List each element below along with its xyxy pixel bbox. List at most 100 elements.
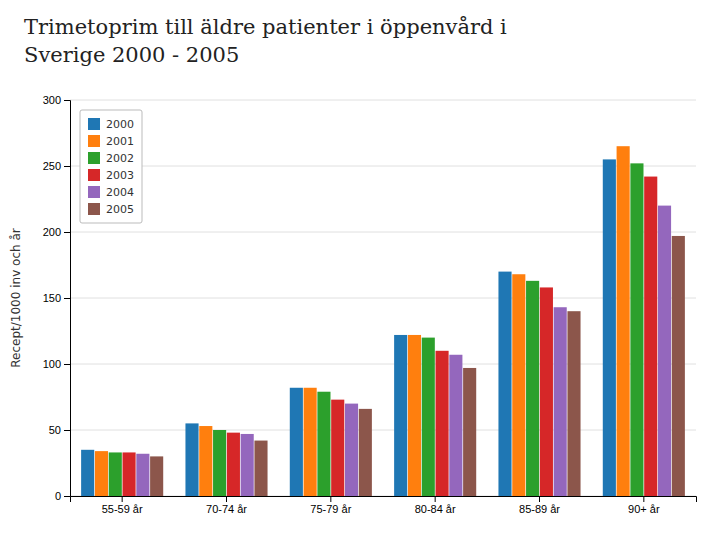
bar [213,430,226,496]
bar-series [123,177,658,496]
bar [81,450,94,496]
marks [81,146,685,496]
bar [603,159,616,496]
tick-label: 0 [55,490,61,502]
tick-label: 80-84 år [415,503,456,515]
legend-item: 2005 [88,203,134,216]
legend-label: 2000 [106,118,134,131]
tick-label: 85-89 år [519,503,560,515]
bar [512,274,525,496]
axis-line [71,497,697,503]
bar [526,281,539,496]
bar [290,388,303,496]
bar [672,236,685,496]
tick-mark [435,496,436,502]
grid-line [70,166,696,167]
grid-line [70,298,696,299]
bar [630,163,643,496]
legend-swatch [88,169,100,181]
legend-items: 2000 2001 2002 2003 2004 2005 [88,118,134,216]
tick: 200 [43,226,70,238]
chart: Trimetoprim till äldre patienter i öppen… [0,0,720,540]
bar [254,441,267,496]
legend-item: 2001 [88,135,134,148]
bar [95,451,108,496]
legend-swatch [88,152,100,164]
tick-mark [643,496,644,502]
tick-mark [64,364,70,365]
bar [449,355,462,496]
tick: 75-79 år [310,496,351,515]
tick-mark [64,298,70,299]
tick-label: 70-74 år [206,503,247,515]
bar [394,335,407,496]
bar [359,409,372,496]
tick: 70-74 år [206,496,247,515]
bar-series [109,163,644,496]
tick: 300 [43,94,70,106]
bar [317,392,330,496]
bar [540,287,553,496]
tick-mark [64,496,70,497]
grid-line [70,232,696,233]
legend-label: 2005 [106,203,134,216]
legend-label: 2002 [106,152,134,165]
x-axis: 55-59 år 70-74 år 75-79 år 80-84 år 85-89 år… [71,496,697,515]
bar [199,426,212,496]
tick: 55-59 år [102,496,143,515]
legend-item: 2003 [88,169,134,182]
grid-line [70,100,696,101]
bar [463,368,476,496]
plot: 0 50 100 150 200 250 300 55-59 år 70-74 år 75-79 … [43,94,697,515]
tick-mark [226,496,227,502]
tick-mark [122,496,123,502]
title: Trimetoprim till äldre patienter i öppen… [24,15,507,39]
legend-box [80,110,142,223]
bar [304,388,317,496]
tick-label: 90+ år [628,503,660,515]
tick: 150 [43,292,70,304]
tick-label: 300 [43,94,61,106]
bar-series [81,159,616,496]
legend-swatch [88,203,100,215]
bar [331,400,344,496]
legend-label: 2003 [106,169,134,182]
tick-mark [330,496,331,502]
bar [554,307,567,496]
bar-series [150,236,685,496]
legend-swatch [88,186,100,198]
bar [567,311,580,496]
bar [109,452,122,496]
tick-label: 200 [43,226,61,238]
tick-label: 150 [43,292,61,304]
axis-title: Recept/1000 inv och år [9,228,23,367]
legend-label: 2001 [106,135,134,148]
tick-label: 50 [49,424,61,436]
tick-label: 100 [43,358,61,370]
tick: 90+ år [628,496,660,515]
bar [185,423,198,496]
bar [436,351,449,496]
tick-mark [64,232,70,233]
bar [123,452,136,496]
grid-line [70,430,696,431]
tick: 85-89 år [519,496,560,515]
tick-label: 55-59 år [102,503,143,515]
subtitle: Sverige 2000 - 2005 [24,43,239,67]
y-axis: 0 50 100 150 200 250 300 [43,94,71,502]
bar [658,206,671,496]
tick-label: 250 [43,160,61,172]
tick: 250 [43,160,70,172]
bar [227,433,240,496]
tick-mark [64,100,70,101]
bar [617,146,630,496]
legend-label: 2004 [106,186,134,199]
tick-mark [64,430,70,431]
bar [422,338,435,496]
bar [644,177,657,496]
tick-label: 75-79 år [310,503,351,515]
bar [136,454,149,496]
bar [345,404,358,496]
tick: 50 [49,424,70,436]
bar [241,434,254,496]
